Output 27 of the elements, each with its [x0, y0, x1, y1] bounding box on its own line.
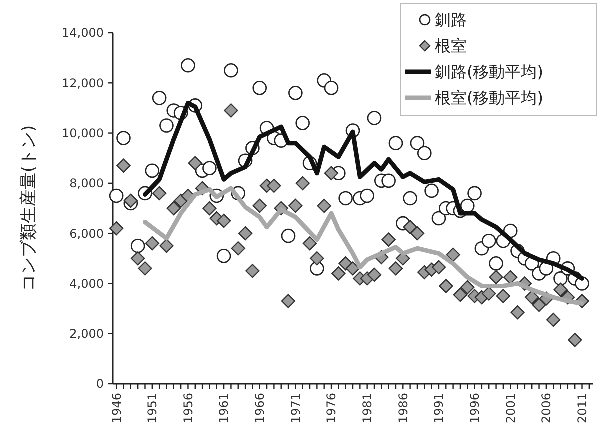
y-tick-label: 6,000: [70, 226, 104, 241]
legend-label: 根室(移動平均): [435, 88, 544, 108]
x-tick-label: 2006: [540, 393, 554, 424]
x-tick-label: 1981: [360, 393, 375, 424]
y-axis-title: コンブ類生産量(トン): [18, 125, 39, 292]
y-tick-label: 10,000: [62, 126, 104, 140]
x-tick-label: 2001: [504, 393, 518, 424]
x-tick-label: 1961: [217, 393, 232, 424]
legend-label: 釧路: [435, 10, 467, 30]
x-tick-label: 1976: [324, 393, 339, 424]
y-tick-label: 14,000: [62, 26, 104, 40]
x-tick-label: 1996: [468, 393, 482, 424]
x-tick-label: 2011: [575, 393, 590, 424]
x-tick-label: 1991: [432, 393, 446, 424]
x-tick-label: 1956: [181, 393, 196, 424]
y-tick-label: 2,000: [70, 327, 104, 342]
y-tick-label: 8,000: [70, 176, 104, 191]
x-tick-label: 1971: [288, 393, 303, 424]
legend-label: 根室: [435, 36, 467, 56]
x-tick-label: 1986: [396, 393, 410, 424]
x-tick-label: 1966: [253, 393, 268, 424]
y-tick-label: 0: [96, 377, 104, 392]
legend-label: 釧路(移動平均): [435, 62, 544, 82]
x-tick-label: 1951: [146, 393, 160, 424]
x-tick-label: 1946: [110, 393, 124, 424]
y-tick-label: 12,000: [62, 76, 104, 90]
y-tick-label: 4,000: [70, 276, 104, 291]
